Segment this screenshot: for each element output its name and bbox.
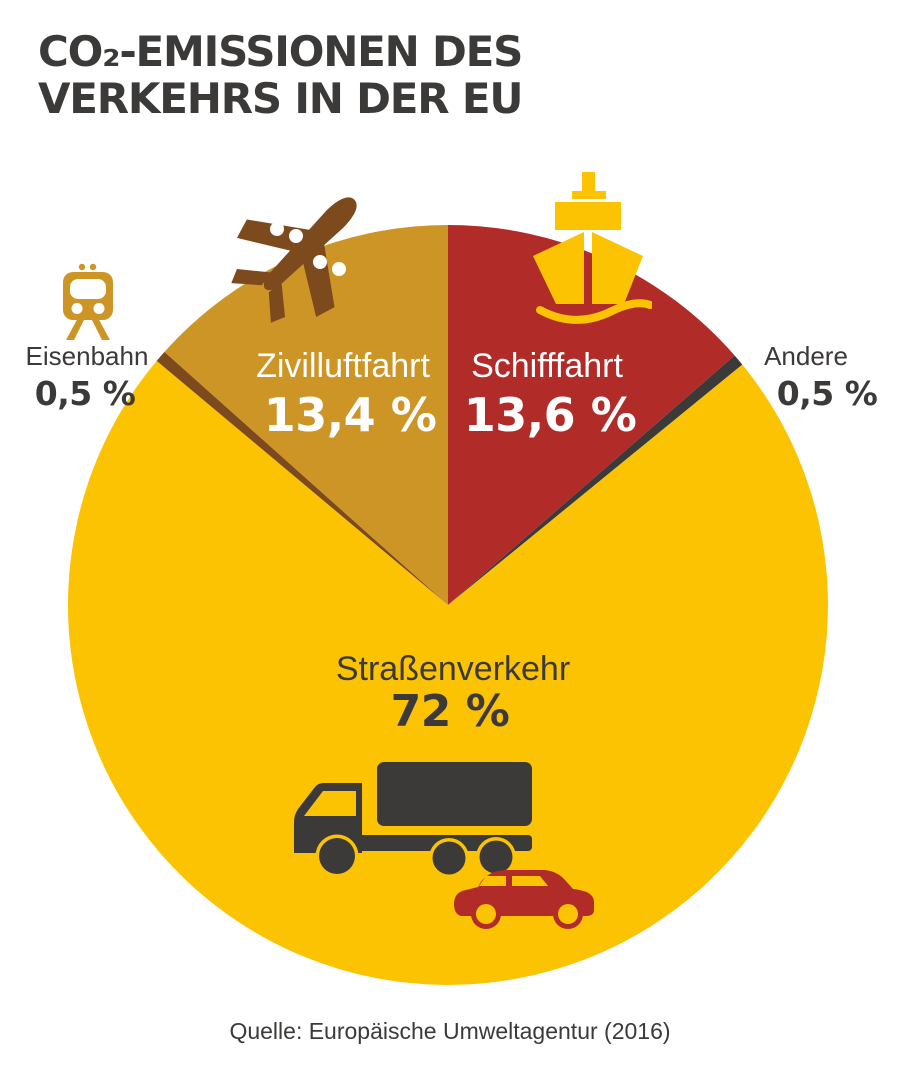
value-zivilluftfahrt: 13,4 % xyxy=(263,388,437,442)
airplane-window xyxy=(289,229,303,243)
truck-wheel xyxy=(479,840,513,874)
ship-wave xyxy=(536,299,652,324)
car-wheel-hub xyxy=(476,904,496,924)
train-light-left xyxy=(71,303,83,314)
car-wheel-hub xyxy=(558,904,578,924)
car-front-window xyxy=(512,876,548,886)
pie-segment-straßenverkehr xyxy=(67,360,828,985)
pie-segment-zivilluftfahrt xyxy=(164,225,448,605)
value-schifffahrt: 13,6 % xyxy=(463,388,637,442)
airplane-window xyxy=(332,262,346,276)
truck-wheel xyxy=(319,838,355,874)
car-icon xyxy=(454,870,594,929)
airplane-icon xyxy=(231,197,357,323)
value-eisenbahn: 0,5 % xyxy=(34,374,136,413)
airplane-window xyxy=(270,222,284,236)
value-strassenverkehr: 72 % xyxy=(390,686,510,737)
car-rear-window xyxy=(479,876,506,886)
label-strassenverkehr: Straßenverkehr xyxy=(335,650,571,688)
pie-segment-schifffahrt xyxy=(448,225,735,605)
pie-segment-andere xyxy=(448,355,743,605)
airplane-window xyxy=(313,255,327,269)
truck-wheel xyxy=(432,841,466,875)
page-title: CO₂-EMISSIONEN DES VERKEHRS IN DER EU xyxy=(38,27,523,124)
truck-icon xyxy=(294,762,532,878)
ship-icon xyxy=(533,172,652,324)
label-andere: Andere xyxy=(764,341,848,371)
train-icon xyxy=(63,263,113,340)
label-schifffahrt: Schifffahrt xyxy=(471,347,623,385)
label-zivilluftfahrt: Zivilluftfahrt xyxy=(256,347,430,385)
pie-segment-eisenbahn xyxy=(156,351,448,605)
source-note: Quelle: Europäische Umweltagentur (2016) xyxy=(229,1018,671,1044)
truck-cab-window xyxy=(304,791,356,816)
label-eisenbahn: Eisenbahn xyxy=(25,341,149,371)
train-light-right xyxy=(93,303,105,314)
train-window xyxy=(70,279,106,299)
value-andere: 0,5 % xyxy=(776,374,878,413)
